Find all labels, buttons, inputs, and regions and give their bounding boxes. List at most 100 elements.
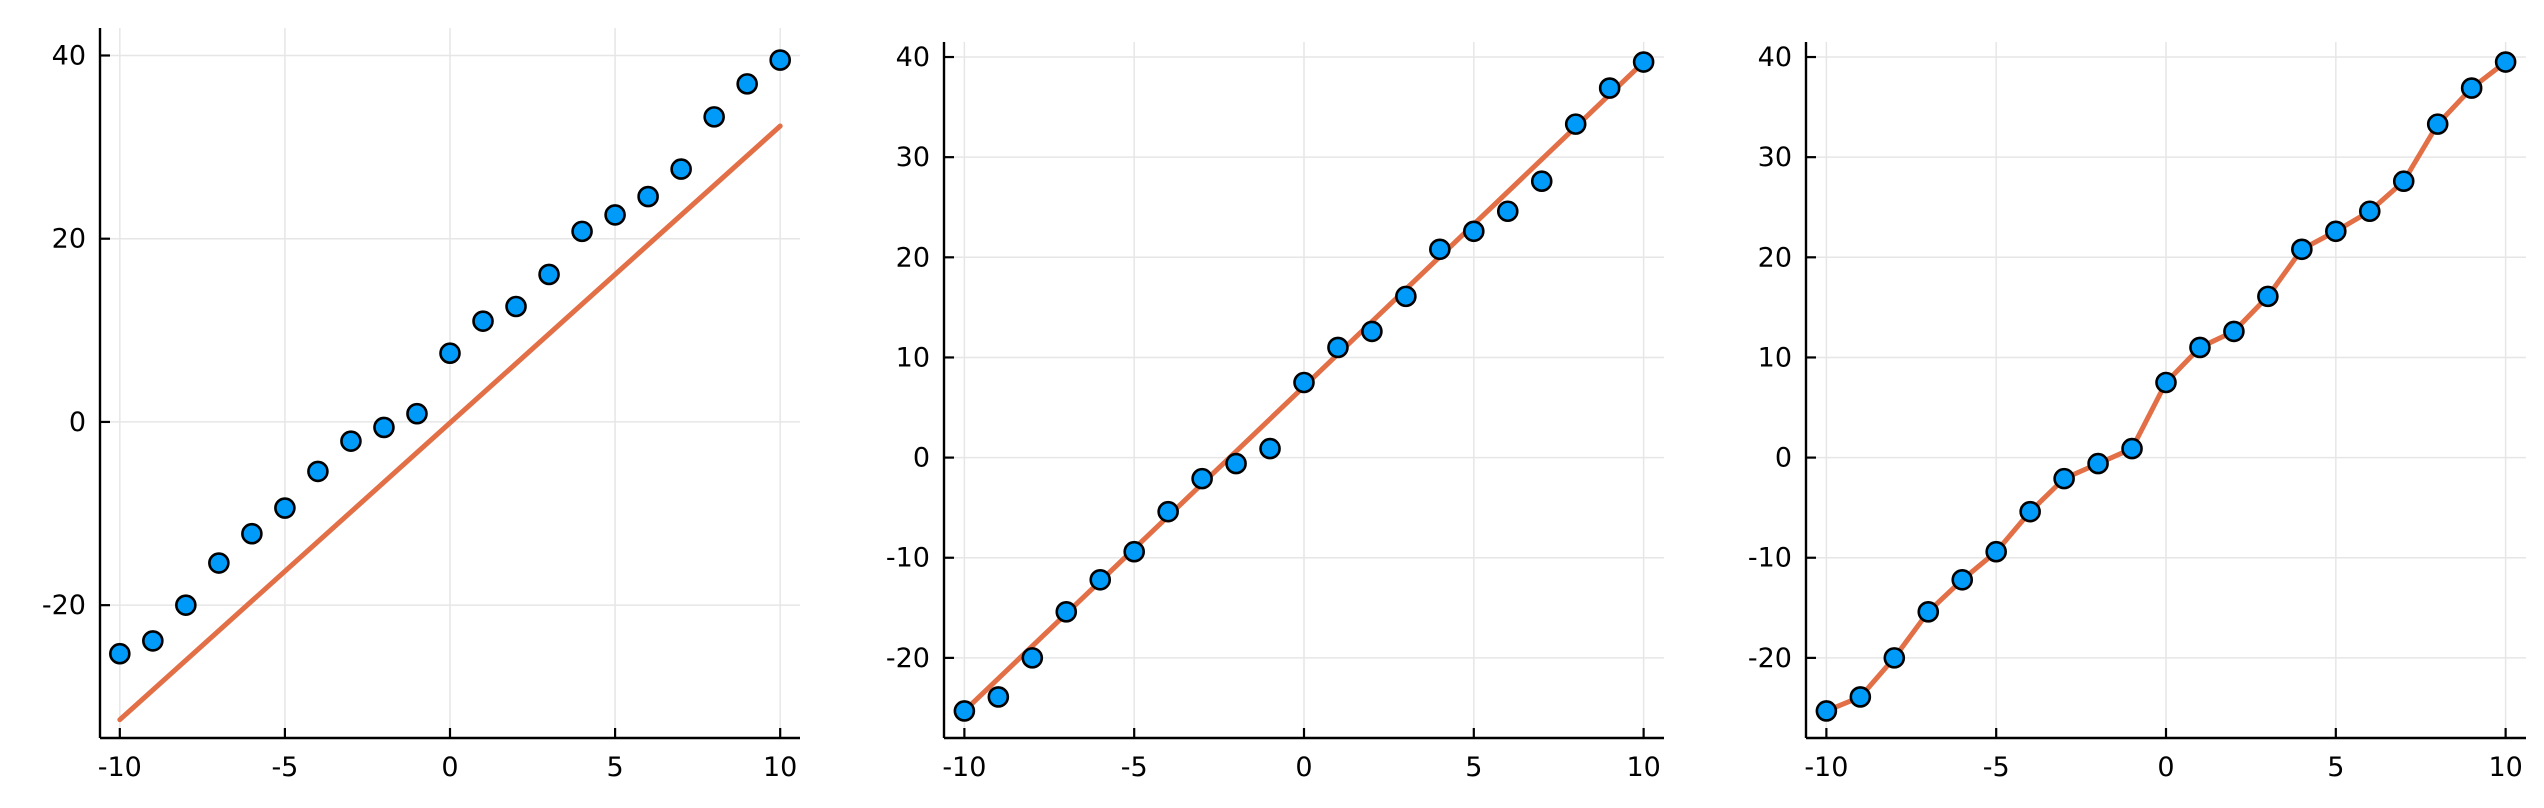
data-point	[2223, 320, 2245, 343]
y-tick-label: -10	[886, 543, 930, 574]
data-point	[1259, 437, 1281, 460]
data-point	[2257, 285, 2279, 308]
data-point	[2460, 77, 2483, 99]
y-tick-label: 40	[1758, 42, 1792, 73]
data-point	[1157, 500, 1179, 523]
data-point	[953, 700, 976, 722]
panel-linear-fit-offset: -10 -5 0 5 10 -20 0 20 40	[42, 28, 800, 783]
data-point	[736, 73, 758, 95]
data-point	[1191, 467, 1213, 490]
data-point	[2358, 200, 2381, 223]
data-point	[2019, 500, 2041, 523]
data-point	[2392, 170, 2415, 192]
x-tick-label: 5	[607, 752, 624, 783]
y-tick-label: 20	[896, 242, 930, 273]
data-point	[340, 430, 362, 452]
data-point	[1598, 77, 1621, 99]
data-point	[1361, 320, 1383, 343]
data-point	[109, 642, 131, 665]
data-point	[571, 220, 593, 243]
line-series	[117, 123, 783, 723]
data-point	[1123, 540, 1145, 563]
y-tick-label: 10	[896, 342, 930, 373]
x-tick-label: 10	[763, 752, 797, 783]
data-point	[1564, 113, 1587, 135]
data-point	[1632, 51, 1655, 73]
data-point	[1089, 568, 1112, 591]
data-point	[1951, 568, 1974, 591]
data-point	[1225, 452, 1247, 475]
x-tick-label: 10	[2488, 752, 2522, 783]
data-point	[439, 342, 461, 365]
panel-piecewise-line: -10 -5 0 5 10 -20 -10 0 10 20 30 40	[1748, 42, 2526, 783]
data-point	[2426, 113, 2449, 135]
data-point	[1883, 647, 1906, 669]
data-point	[307, 460, 329, 483]
grid	[944, 42, 1664, 738]
data-point	[1429, 238, 1451, 261]
y-tick-label: 10	[1758, 342, 1792, 373]
data-point	[1021, 647, 1044, 669]
data-point	[670, 158, 692, 180]
data-point	[142, 630, 164, 652]
data-point	[2325, 220, 2347, 243]
data-point	[1530, 170, 1553, 192]
data-point	[1327, 336, 1349, 359]
data-point	[2494, 51, 2517, 73]
data-point	[987, 686, 1010, 708]
data-point	[274, 497, 296, 519]
data-point	[1815, 700, 1838, 722]
data-point	[1849, 686, 1872, 708]
y-tick-label: 40	[896, 42, 930, 73]
data-point	[373, 416, 395, 439]
data-point	[1985, 540, 2007, 563]
data-point	[1055, 601, 1078, 623]
y-tick-label: 20	[1758, 242, 1792, 273]
x-tick-label: -5	[1121, 752, 1148, 783]
y-tick-label: -10	[1748, 543, 1792, 574]
data-point	[208, 552, 230, 574]
data-point	[406, 402, 428, 425]
data-point	[1917, 601, 1940, 623]
y-tick-label: 20	[52, 224, 86, 255]
data-point	[1395, 285, 1417, 308]
x-tick-label: 0	[441, 752, 458, 783]
x-tick-label: 0	[1295, 752, 1312, 783]
data-point	[1496, 200, 1519, 223]
data-point	[2121, 437, 2143, 460]
grid	[100, 28, 800, 738]
y-tick-label: 0	[913, 443, 930, 474]
y-tick-label: 30	[896, 142, 930, 173]
x-tick-label: -5	[271, 752, 298, 783]
x-tick-label: -10	[1804, 752, 1848, 783]
data-point	[2087, 452, 2109, 475]
x-tick-label: -5	[1983, 752, 2010, 783]
x-tick-label: 5	[2327, 752, 2344, 783]
data-point	[703, 106, 725, 128]
data-point	[2155, 371, 2177, 394]
data-point	[769, 49, 791, 71]
x-tick-label: 10	[1626, 752, 1660, 783]
data-point	[505, 295, 527, 318]
y-tick-label: 0	[1775, 443, 1792, 474]
x-tick-label: 0	[2157, 752, 2174, 783]
data-point	[1293, 371, 1315, 394]
panel-linear-fit-endpoints: -10 -5 0 5 10 -20 -10 0 10 20 30 40	[886, 42, 1664, 783]
data-point	[1463, 220, 1485, 243]
data-point	[604, 204, 626, 226]
x-tick-label: 5	[1465, 752, 1482, 783]
data-point	[2291, 238, 2313, 261]
x-tick-label: -10	[942, 752, 986, 783]
y-tick-label: -20	[886, 643, 930, 674]
y-tick-label: 40	[52, 40, 86, 71]
data-point	[175, 594, 197, 616]
data-point	[2053, 467, 2075, 490]
data-point	[241, 522, 263, 545]
y-tick-label: -20	[42, 590, 86, 621]
y-tick-label: 30	[1758, 142, 1792, 173]
y-tick-label: -20	[1748, 643, 1792, 674]
data-point	[472, 310, 494, 332]
data-point	[2189, 336, 2211, 359]
y-tick-label: 0	[69, 407, 86, 438]
